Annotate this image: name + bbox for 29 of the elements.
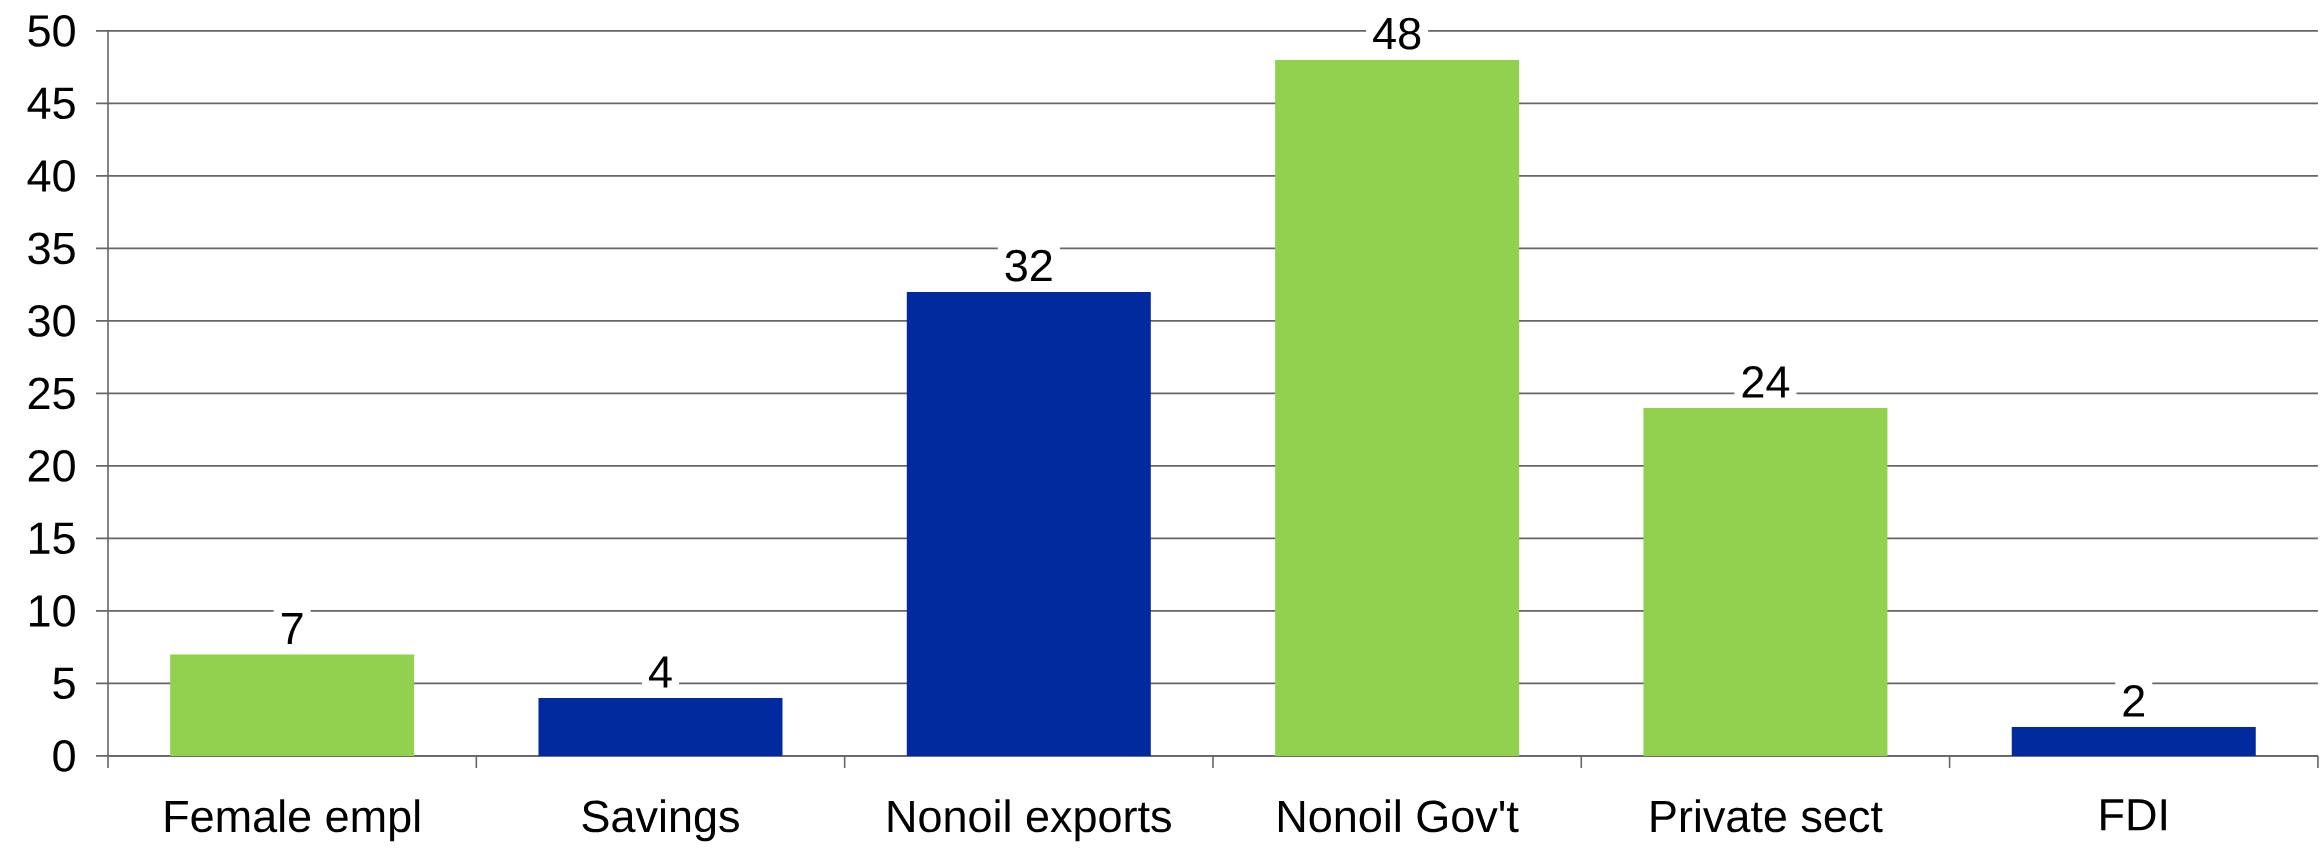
data-label: 2: [2123, 684, 2145, 717]
y-tick-label: 20: [28, 449, 75, 482]
y-tick-label: 0: [53, 739, 75, 772]
bar: [538, 697, 783, 756]
data-label: 24: [1742, 365, 1790, 398]
bar: [906, 291, 1151, 756]
y-tick-label: 25: [28, 377, 75, 410]
data-label: 48: [1373, 17, 1421, 50]
y-tick-label: 50: [28, 14, 75, 47]
x-tick-label: FDI: [2101, 799, 2166, 831]
y-tick-label: 10: [29, 594, 75, 627]
bar: [2011, 726, 2256, 756]
y-tick-label: 40: [27, 159, 75, 192]
y-tick-label: 35: [28, 232, 75, 265]
y-tick-label: 15: [29, 522, 75, 554]
bar: [1275, 59, 1520, 756]
x-tick-label: Female empl: [165, 799, 420, 842]
y-tick-label: 45: [27, 87, 75, 119]
bar: [170, 654, 415, 756]
bar: [1643, 407, 1888, 756]
data-label: 7: [281, 612, 303, 644]
x-tick-label: Savings: [582, 799, 739, 842]
data-label: 32: [1005, 249, 1052, 282]
y-tick-label: 30: [28, 304, 75, 337]
data-label: 4: [649, 656, 672, 688]
x-tick-label: Private sect: [1651, 799, 1883, 833]
x-tick-label: Nonoil exports: [888, 799, 1171, 842]
x-tick-label: Nonoil Gov't: [1278, 799, 1519, 833]
y-tick-label: 5: [53, 667, 75, 699]
